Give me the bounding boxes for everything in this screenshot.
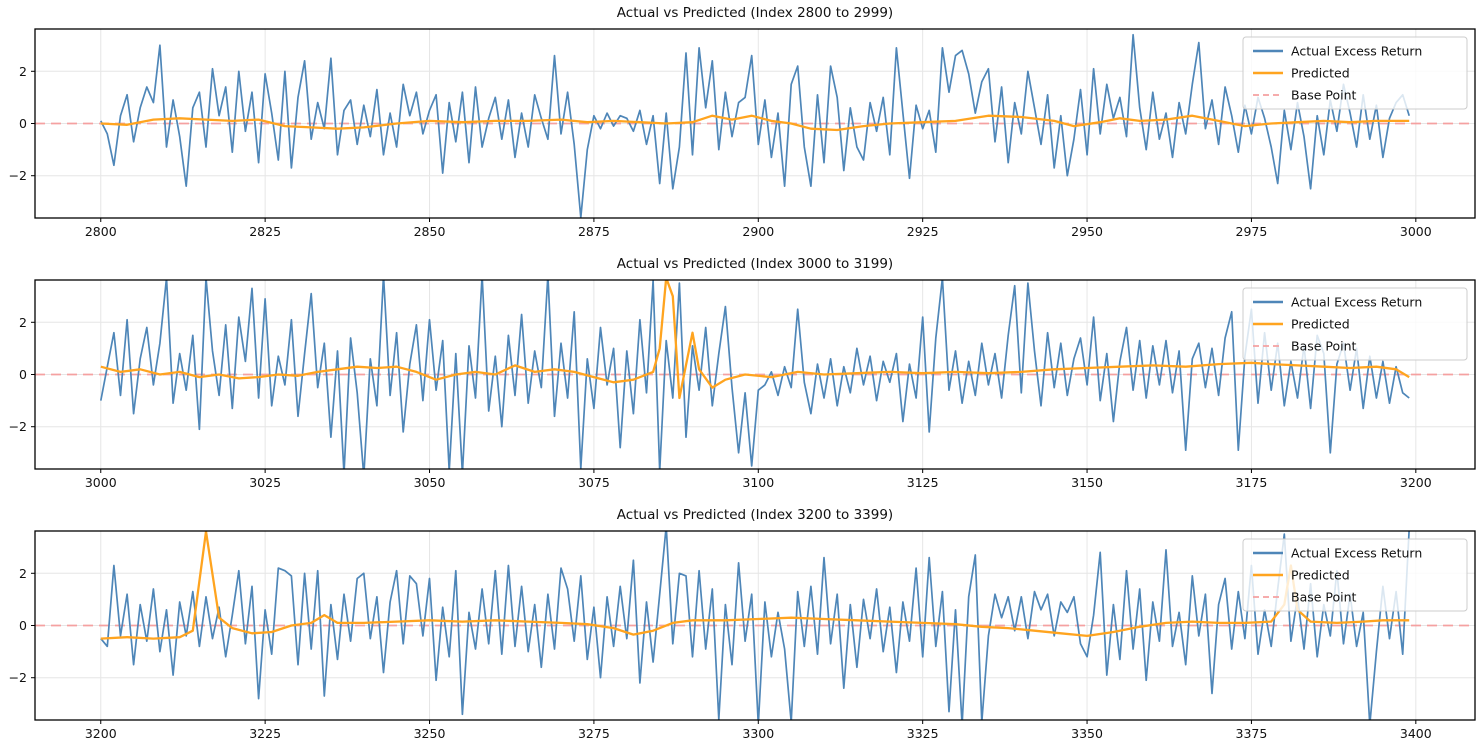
legend-label: Predicted <box>1291 568 1350 583</box>
x-tick-label: 2925 <box>907 224 939 239</box>
x-tick-label: 3075 <box>578 475 610 490</box>
predicted-line <box>100 114 1410 132</box>
x-tick-label: 3025 <box>249 475 281 490</box>
x-tick-label: 2825 <box>249 224 281 239</box>
chart-panel-3: Actual vs Predicted (Index 3200 to 3399)… <box>0 502 1482 753</box>
legend: Actual Excess Return Predicted Base Point <box>1242 287 1468 361</box>
y-tick-label: 0 <box>19 618 27 633</box>
tick-marks <box>31 321 1417 473</box>
x-tick-label: 3200 <box>1400 475 1432 490</box>
x-tick-label: 3250 <box>414 726 446 741</box>
x-tick-label: 3400 <box>1400 726 1432 741</box>
actual-excess-return-line <box>100 531 1410 720</box>
x-tick-label: 3050 <box>414 475 446 490</box>
tick-labels: 2800 2825 2850 2875 2900 2925 2950 2975 3000 −2 0 2 <box>9 64 1432 239</box>
tick-marks <box>31 572 1417 724</box>
y-tick-label: 2 <box>19 566 27 581</box>
tick-labels: 3000 3025 3050 3075 3100 3125 3150 3175 3200 −2 0 2 <box>9 315 1432 490</box>
legend-label: Base Point <box>1291 590 1357 605</box>
x-tick-label: 2950 <box>1071 224 1103 239</box>
x-tick-label: 2850 <box>414 224 446 239</box>
legend-label: Actual Excess Return <box>1291 546 1422 561</box>
legend-label: Actual Excess Return <box>1291 295 1422 310</box>
x-tick-label: 3350 <box>1071 726 1103 741</box>
legend-box <box>1242 538 1468 612</box>
tick-marks <box>31 70 1417 222</box>
x-tick-label: 3000 <box>85 475 117 490</box>
legend-label: Predicted <box>1291 317 1350 332</box>
chart-canvas-1: 2800 2825 2850 2875 2900 2925 2950 2975 3000−202… <box>9 28 1476 239</box>
legend-label: Predicted <box>1291 66 1350 81</box>
legend-label: Base Point <box>1291 88 1357 103</box>
y-tick-label: −2 <box>9 419 27 434</box>
predicted-line <box>100 531 1410 640</box>
actual-excess-return-line <box>99 280 1410 469</box>
actual-excess-return-line <box>100 33 1411 218</box>
y-tick-label: 0 <box>19 116 27 131</box>
chart-title-2: Actual vs Predicted (Index 3000 to 3199) <box>616 256 894 272</box>
chart-panel-2: Actual vs Predicted (Index 3000 to 3199)… <box>0 251 1482 502</box>
legend-label: Actual Excess Return <box>1291 44 1422 59</box>
legend: Actual Excess Return Predicted Base Point <box>1242 538 1468 612</box>
y-tick-label: 0 <box>19 367 27 382</box>
x-tick-label: 3375 <box>1236 726 1268 741</box>
x-tick-label: 3100 <box>742 475 774 490</box>
x-tick-label: 3300 <box>742 726 774 741</box>
legend-label: Base Point <box>1291 339 1357 354</box>
x-tick-label: 3000 <box>1400 224 1432 239</box>
chart-panel-1: Actual vs Predicted (Index 2800 to 2999)… <box>0 0 1482 251</box>
y-tick-label: 2 <box>19 64 27 79</box>
y-tick-label: 2 <box>19 315 27 330</box>
x-tick-label: 3150 <box>1071 475 1103 490</box>
chart-title-3: Actual vs Predicted (Index 3200 to 3399) <box>616 507 894 523</box>
legend-box <box>1242 287 1468 361</box>
chart-canvas-3: 3200 3225 3250 3275 3300 3325 3350 3375 3400 −2 0 2… <box>9 530 1476 741</box>
x-tick-label: 2900 <box>742 224 774 239</box>
x-tick-label: 2875 <box>578 224 610 239</box>
x-tick-label: 3175 <box>1236 475 1268 490</box>
legend: Actual Excess Return Predicted Base Point <box>1242 36 1468 110</box>
x-tick-label: 2800 <box>85 224 117 239</box>
legend-box <box>1242 36 1468 110</box>
predicted-line <box>100 280 1410 400</box>
x-tick-label: 3325 <box>907 726 939 741</box>
x-tick-label: 3225 <box>249 726 281 741</box>
tick-labels: 3200 3225 3250 3275 3300 3325 3350 3375 3400 −2 0 2 <box>9 566 1432 741</box>
y-tick-label: −2 <box>9 168 27 183</box>
chart-canvas-2: 3000 3025 3050 3075 3100 3125 3150 3175 3200 −2 0 2… <box>9 279 1476 490</box>
x-tick-label: 3275 <box>578 726 610 741</box>
x-tick-label: 3200 <box>85 726 117 741</box>
x-tick-label: 3125 <box>907 475 939 490</box>
chart-title-1: Actual vs Predicted (Index 2800 to 2999) <box>616 5 894 21</box>
y-tick-label: −2 <box>9 670 27 685</box>
x-tick-label: 2975 <box>1236 224 1268 239</box>
